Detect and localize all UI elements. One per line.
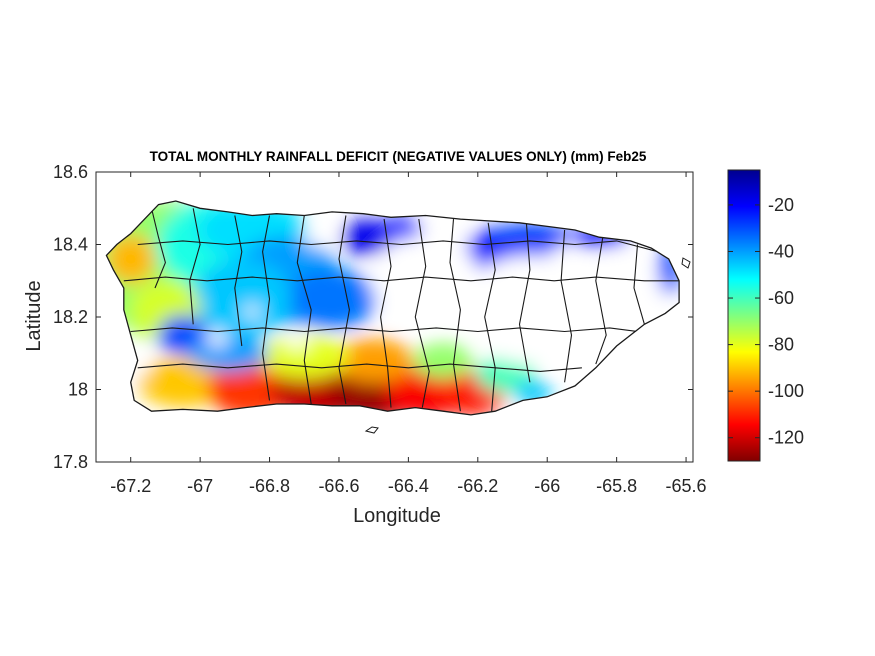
municipality-boundary bbox=[633, 244, 645, 325]
y-axis-label: Latitude bbox=[23, 280, 45, 351]
y-tick-label: 17.8 bbox=[53, 452, 88, 472]
chart-title: TOTAL MONTHLY RAINFALL DEFICIT (NEGATIVE… bbox=[150, 149, 647, 164]
y-tick-label: 18 bbox=[68, 380, 88, 400]
x-tick-label: -66.2 bbox=[457, 476, 498, 496]
x-tick-label: -67 bbox=[187, 476, 213, 496]
municipality-boundary bbox=[449, 219, 461, 412]
deficit-blob bbox=[187, 335, 268, 372]
municipality-boundary bbox=[518, 222, 531, 383]
municipality-boundary bbox=[130, 327, 638, 333]
no-deficit-area bbox=[285, 336, 310, 349]
municipality-boundaries bbox=[105, 200, 691, 434]
x-axis-label: Longitude bbox=[353, 505, 441, 527]
x-axis: -67.2 -67 -66.8 -66.6 -66.4 -66.2 -66 -65.8 -65.… bbox=[110, 172, 707, 496]
colorbar-tick-label: -20 bbox=[768, 195, 794, 215]
municipality-boundary bbox=[262, 215, 271, 401]
deficit-blob bbox=[137, 357, 228, 408]
no-deficit-area bbox=[571, 253, 662, 344]
deficit-blob bbox=[287, 268, 378, 329]
caja-de-muerto-island bbox=[364, 426, 379, 434]
municipality-boundary bbox=[296, 215, 312, 405]
colorbar-tick-label: -40 bbox=[768, 241, 794, 261]
municipality-boundary bbox=[137, 240, 659, 253]
x-tick-label: -66.6 bbox=[318, 476, 359, 496]
colorbar-tick-label: -80 bbox=[768, 335, 794, 355]
municipality-boundary bbox=[150, 208, 166, 289]
municipality-boundary bbox=[595, 237, 607, 365]
colorbar-tick-label: -100 bbox=[768, 381, 804, 401]
y-tick-label: 18.4 bbox=[53, 235, 88, 255]
x-tick-label: -67.2 bbox=[110, 476, 151, 496]
deficit-blob bbox=[106, 234, 156, 284]
x-tick-label: -65.6 bbox=[666, 476, 707, 496]
colorbar-tick-label: -120 bbox=[768, 428, 804, 448]
y-tick-label: 18.6 bbox=[53, 162, 88, 182]
x-tick-label: -66.8 bbox=[249, 476, 290, 496]
no-deficit-area bbox=[303, 227, 340, 248]
municipality-boundary bbox=[123, 276, 680, 282]
deficit-blob bbox=[489, 223, 570, 252]
municipality-boundary bbox=[234, 215, 243, 347]
deficit-blob bbox=[341, 219, 392, 256]
deficit-blob bbox=[191, 258, 292, 339]
x-tick-label: -66 bbox=[534, 476, 560, 496]
no-deficit-area bbox=[244, 305, 261, 318]
x-tick-label: -66.4 bbox=[388, 476, 429, 496]
vieques-tip bbox=[681, 257, 691, 269]
colorbar-tick-label: -60 bbox=[768, 288, 794, 308]
deficit-blob bbox=[379, 218, 424, 242]
municipality-boundary bbox=[189, 208, 201, 325]
no-deficit-area bbox=[207, 330, 228, 347]
deficit-blob bbox=[413, 342, 474, 379]
municipality-boundary bbox=[560, 229, 573, 383]
no-deficit-area bbox=[549, 247, 580, 278]
deficit-blob bbox=[333, 338, 414, 383]
deficit-blob bbox=[475, 357, 536, 393]
municipality-boundary bbox=[380, 219, 392, 408]
municipality-boundary bbox=[414, 219, 430, 408]
deficit-blob bbox=[207, 361, 298, 415]
colorbar: -20 -40 -60 -80 -100 -120 bbox=[727, 169, 804, 462]
no-deficit-area bbox=[459, 254, 600, 365]
y-axis: 17.8 18 18.2 18.4 18.6 bbox=[53, 162, 693, 472]
colorbar-gradient bbox=[727, 169, 761, 462]
x-tick-label: -65.8 bbox=[596, 476, 637, 496]
y-tick-label: 18.2 bbox=[53, 307, 88, 327]
municipality-boundary bbox=[137, 363, 582, 372]
island-outline bbox=[105, 200, 680, 416]
municipality-boundary bbox=[484, 222, 496, 412]
municipality-boundary bbox=[338, 215, 350, 405]
